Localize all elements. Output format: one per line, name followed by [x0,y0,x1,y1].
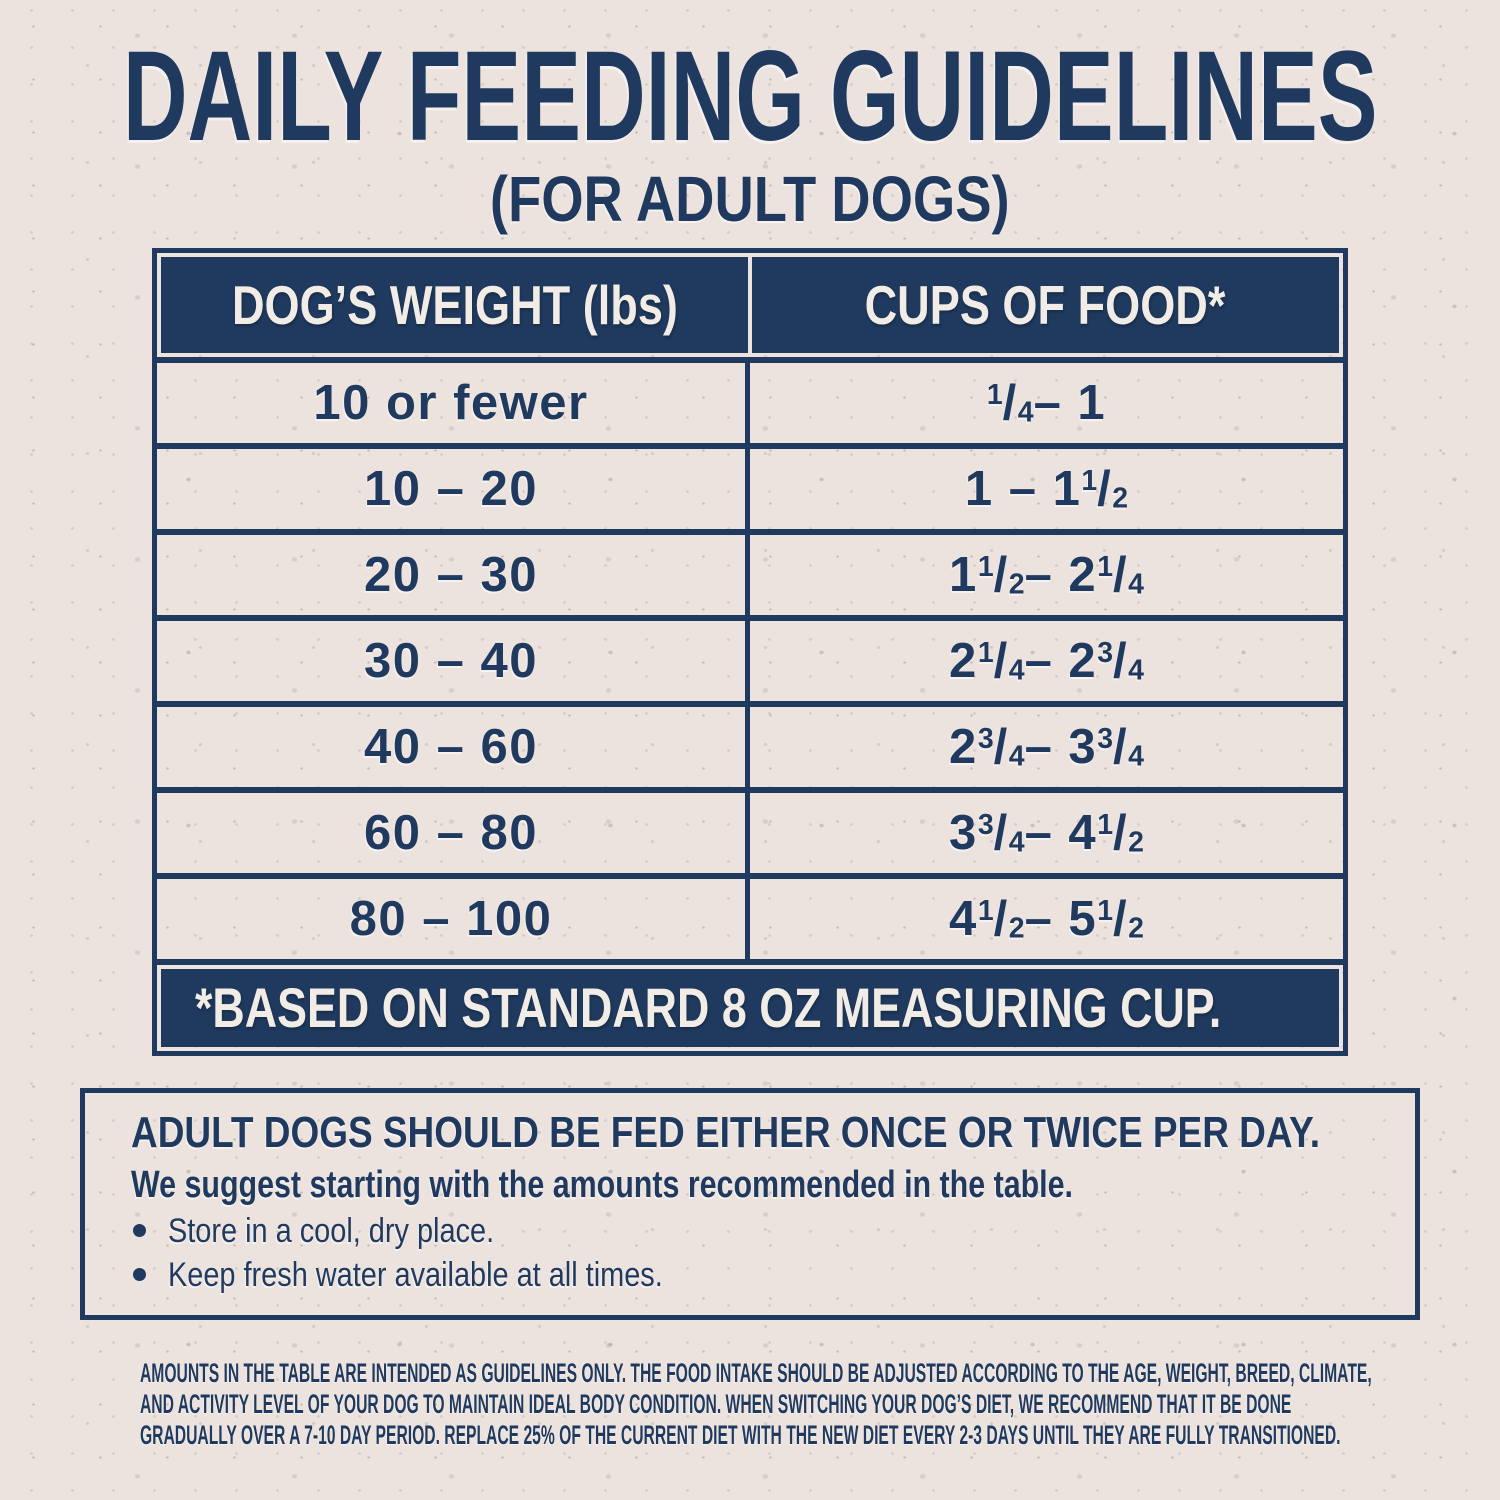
disclaimer-line: AMOUNTS IN THE TABLE ARE INTENDED AS GUI… [140,1358,1500,1389]
info-box-heading-text: ADULT DOGS SHOULD BE FED EITHER ONCE OR … [131,1107,1320,1157]
feeding-info-box: ADULT DOGS SHOULD BE FED EITHER ONCE OR … [80,1087,1420,1320]
weight-cell: 10 or fewer [157,362,750,443]
cups-cell: 2 3/4 – 3 3/4 [949,719,1144,774]
table-row: 20 – 30 1 1/2 – 2 1/4 [157,528,1343,615]
column-header-cups-of-food-text: CUPS OF FOOD* [865,273,1226,336]
table-footnote-bar: *BASED ON STANDARD 8 OZ MEASURING CUP. [161,968,1339,1047]
weight-cell: 10 – 20 [157,448,750,529]
info-box-subheading: We suggest starting with the amounts rec… [131,1165,1369,1205]
weight-cell: 60 – 80 [157,792,750,873]
disclaimer-line-text: GRADUALLY OVER A 7-10 DAY PERIOD. REPLAC… [140,1419,1341,1450]
cups-cell: 4 1/2 – 5 1/2 [949,891,1144,946]
table-footnote-text: *BASED ON STANDARD 8 OZ MEASURING CUP. [195,976,1222,1040]
disclaimer: AMOUNTS IN THE TABLE ARE INTENDED AS GUI… [140,1358,1500,1451]
bullet-dot-icon [133,1268,146,1282]
cups-cell: 3 3/4 – 4 1/2 [949,805,1144,860]
disclaimer-line: AND ACTIVITY LEVEL OF YOUR DOG TO MAINTA… [140,1389,1500,1420]
table-row: 60 – 80 3 3/4 – 4 1/2 [157,786,1343,873]
disclaimer-line-text: AND ACTIVITY LEVEL OF YOUR DOG TO MAINTA… [140,1388,1292,1419]
table-footnote-row: *BASED ON STANDARD 8 OZ MEASURING CUP. [157,958,1343,1051]
cups-cell: 2 1/4 – 2 3/4 [949,633,1144,688]
bullet-dot-icon [133,1224,146,1238]
page-subtitle: (FOR ADULT DOGS) [0,166,1500,233]
feeding-table: DOG’S WEIGHT (lbs) CUPS OF FOOD* 10 or f… [152,247,1348,1056]
weight-cell: 80 – 100 [157,878,750,959]
table-row: 40 – 60 2 3/4 – 3 3/4 [157,700,1343,787]
page-subtitle-text: (FOR ADULT DOGS) [490,163,1010,236]
cups-cell: 1 – 1 1/2 [964,461,1129,516]
bullet-text: Store in a cool, dry place. [168,1211,495,1250]
weight-cell: 40 – 60 [157,706,750,787]
info-box-subheading-text: We suggest starting with the amounts rec… [131,1163,1073,1206]
list-item: Keep fresh water available at all times. [131,1257,1369,1293]
list-item: Store in a cool, dry place. [131,1213,1369,1249]
info-box-bullet-list: Store in a cool, dry place. Keep fresh w… [131,1213,1369,1293]
disclaimer-line-text: AMOUNTS IN THE TABLE ARE INTENDED AS GUI… [140,1357,1372,1388]
bullet-text: Keep fresh water available at all times. [168,1255,663,1294]
column-header-cups-of-food: CUPS OF FOOD* [752,256,1339,353]
info-box-heading: ADULT DOGS SHOULD BE FED EITHER ONCE OR … [131,1107,1369,1157]
table-row: 10 or fewer 1/4 – 1 [157,356,1343,443]
page-title: DAILY FEEDING GUIDELINES [0,25,1500,168]
table-row: 80 – 100 4 1/2 – 5 1/2 [157,872,1343,959]
cups-cell: 1 1/2 – 2 1/4 [949,547,1144,602]
column-header-dogs-weight: DOG’S WEIGHT (lbs) [161,256,748,353]
table-row: 30 – 40 2 1/4 – 2 3/4 [157,614,1343,701]
weight-cell: 30 – 40 [157,620,750,701]
table-row: 10 – 20 1 – 1 1/2 [157,442,1343,529]
column-header-dogs-weight-text: DOG’S WEIGHT (lbs) [231,273,678,336]
disclaimer-line: GRADUALLY OVER A 7-10 DAY PERIOD. REPLAC… [140,1420,1500,1451]
table-header-row: DOG’S WEIGHT (lbs) CUPS OF FOOD* [157,253,1343,357]
page-title-text: DAILY FEEDING GUIDELINES [122,25,1378,168]
weight-cell: 20 – 30 [157,534,750,615]
cups-cell: 1/4 – 1 [986,375,1107,430]
